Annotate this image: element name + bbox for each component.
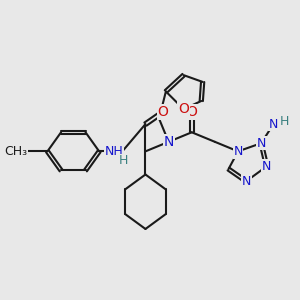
Text: H: H [280,115,289,128]
Text: H: H [119,154,128,167]
Text: CH₃: CH₃ [4,145,27,158]
Text: N: N [269,118,278,130]
Text: N: N [262,160,271,173]
Text: N: N [242,175,251,188]
Text: N: N [256,137,266,150]
Text: O: O [186,105,197,119]
Text: NH: NH [105,145,124,158]
Text: O: O [158,105,169,119]
Text: N: N [164,135,174,149]
Text: O: O [178,102,189,116]
Text: N: N [233,145,243,158]
